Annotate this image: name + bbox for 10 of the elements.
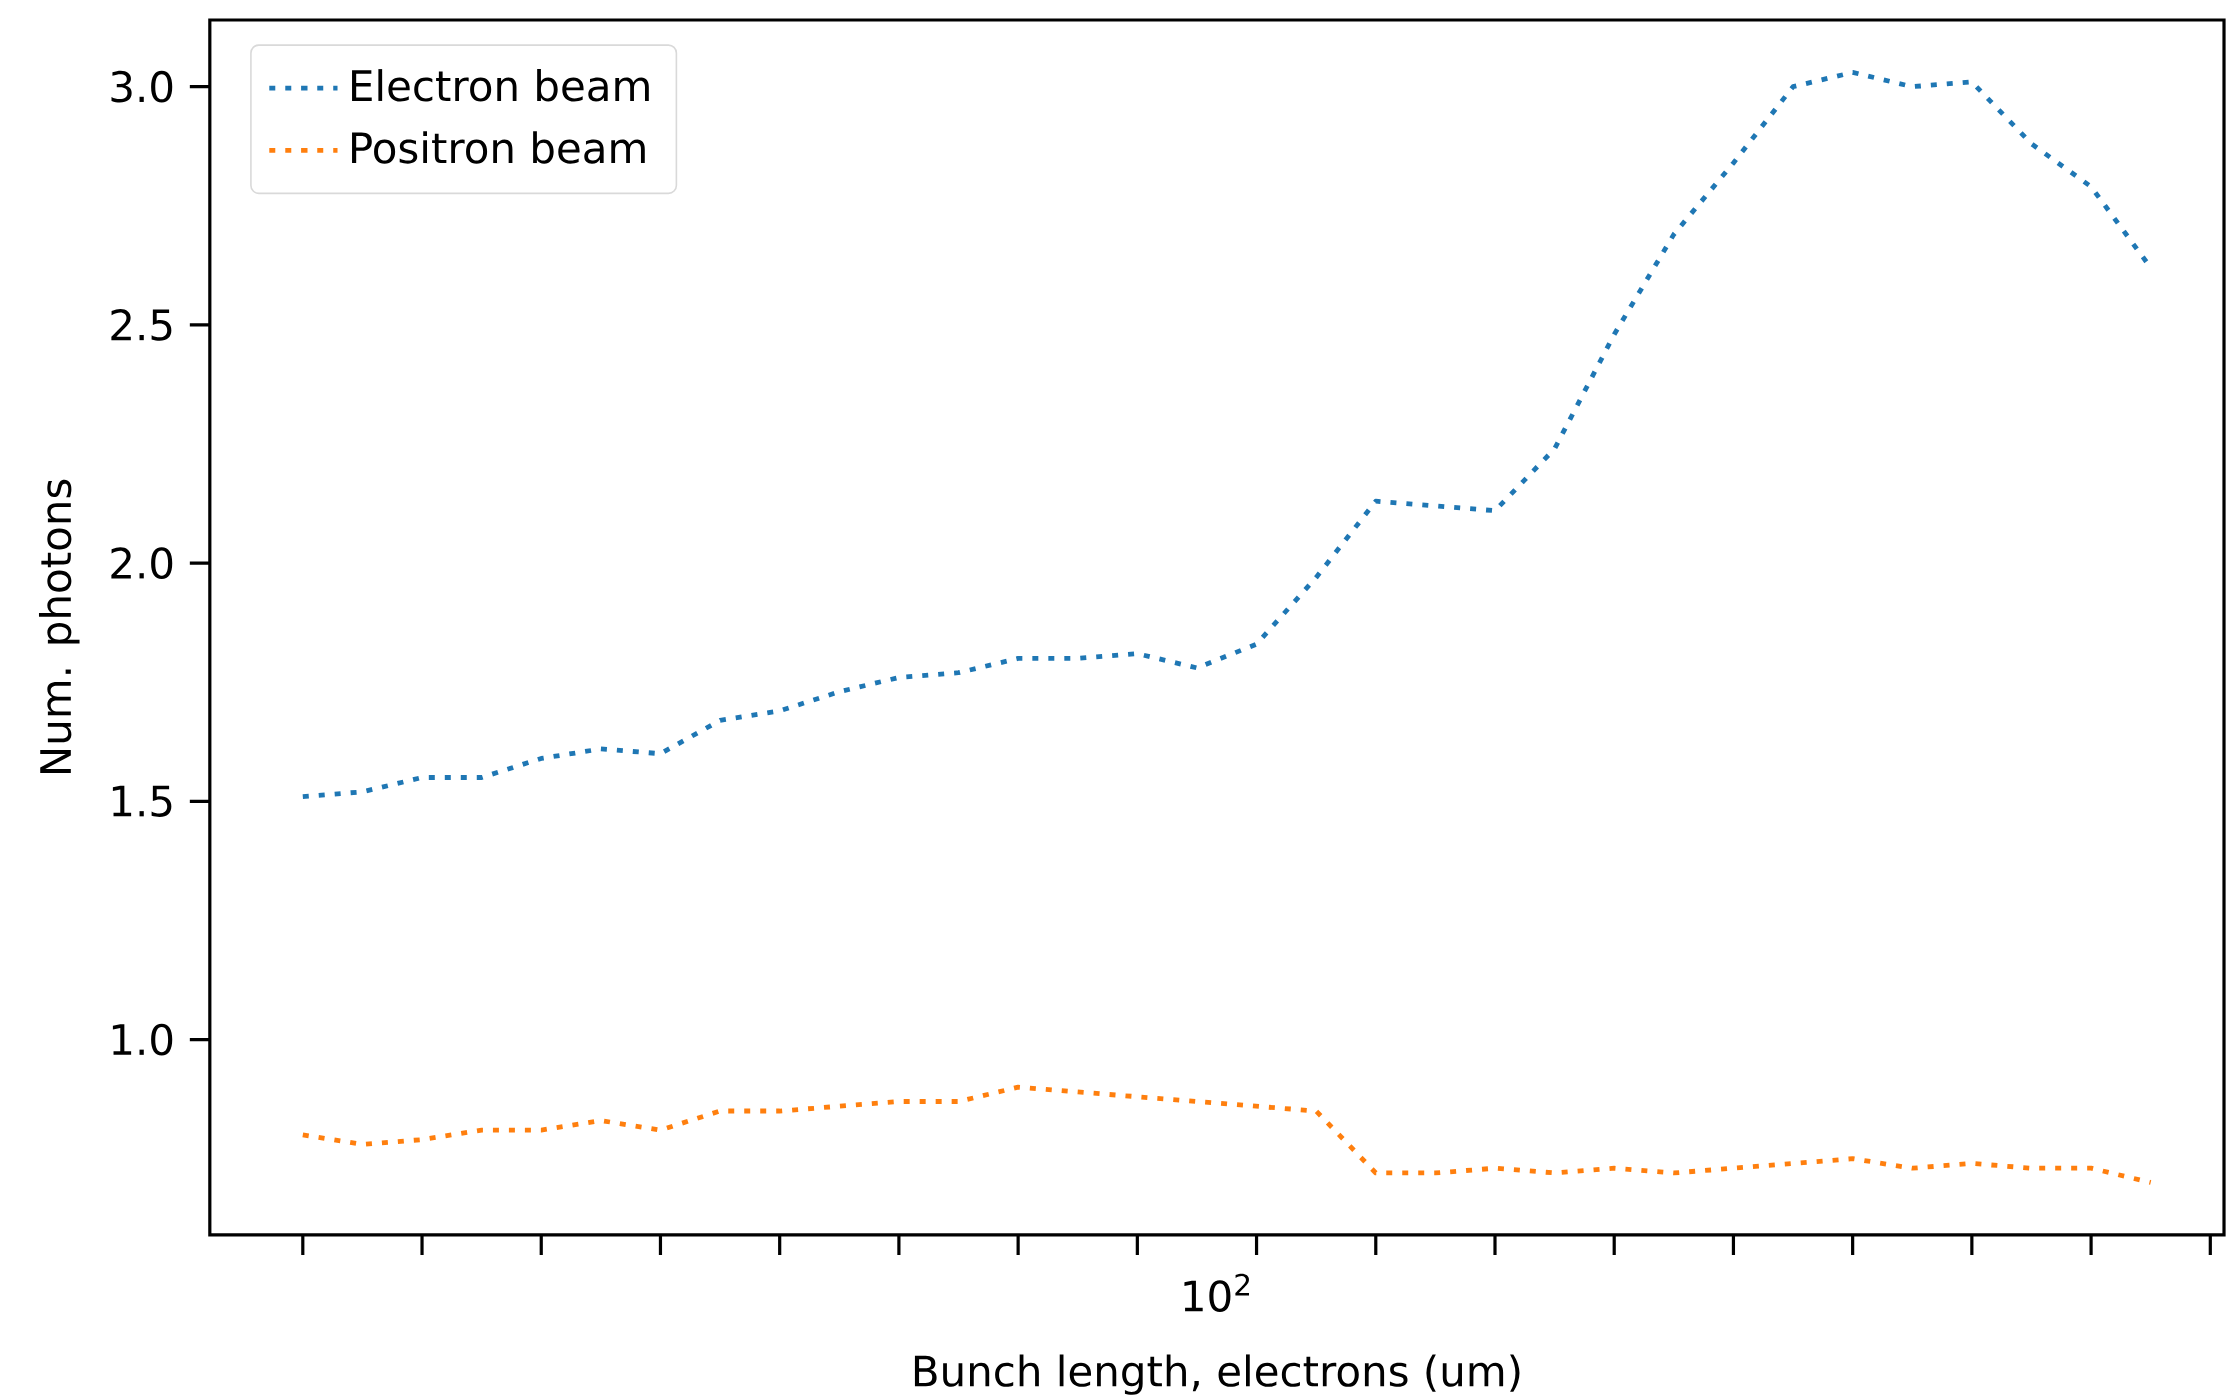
y-tick-label: 1.0 [112, 1023, 173, 1056]
x-axis-title: Bunch length, electrons (um) [914, 1354, 1520, 1395]
legend-label: Electron beam [352, 69, 649, 102]
y-tick-label: 2.0 [111, 547, 173, 580]
y-axis-title: Num. photons [38, 479, 80, 774]
legend-label: Positron beam [352, 131, 645, 164]
text: 10$^{2}$ [1184, 1273, 1249, 1313]
y-tick-label: 3.0 [111, 70, 173, 103]
y-tick-label: 1.5 [112, 785, 172, 818]
y-tick-label: 2.5 [111, 309, 172, 341]
